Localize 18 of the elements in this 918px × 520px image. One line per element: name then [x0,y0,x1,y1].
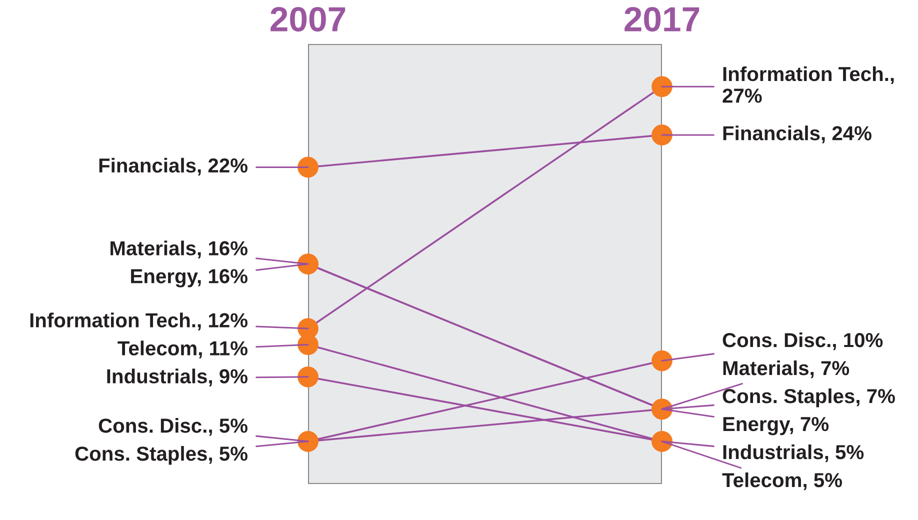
data-label: Telecom, 11% [118,340,248,358]
data-label: Energy, 7% [723,416,829,436]
data-label: Materials, 16% [110,240,248,258]
data-label: Financials, 22% [99,158,248,176]
x-tick-label: 2007 [270,6,346,32]
data-label: Information Tech., 12% [30,312,248,330]
data-label: Industrials, 9% [107,368,248,386]
data-label: Cons. Disc., 10% [722,332,883,350]
data-label: Energy, 16% [131,269,248,288]
data-label: Information Tech., 27% [722,66,894,103]
data-label: Financials, 24% [723,126,872,144]
data-label: Materials, 7% [723,360,850,378]
data-label: Telecom, 5% [722,472,842,490]
data-label: Cons. Staples, 7% [722,388,895,408]
data-label: Industrials, 5% [723,444,864,462]
x-tick-label: 2017 [624,6,700,32]
data-label: Cons. Staples, 5% [75,446,248,465]
data-label: Cons. Disc., 5% [98,418,248,436]
